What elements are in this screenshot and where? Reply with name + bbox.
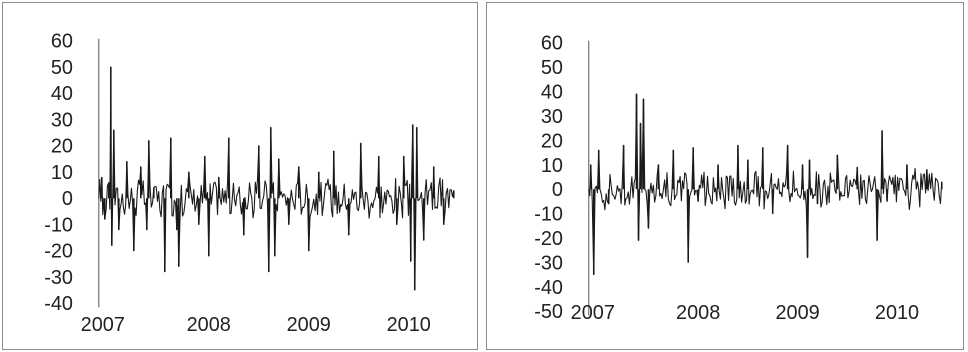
left-y-tick-label: 40 <box>51 83 73 105</box>
right-y-tick-label: 0 <box>552 179 563 201</box>
right-y-tick-label: 20 <box>541 130 563 152</box>
right-y-tick-label: 50 <box>541 57 563 79</box>
left-y-tick-label: -10 <box>44 214 73 236</box>
left-y-tick-label: -20 <box>44 241 73 263</box>
right-y-tick-label: 40 <box>541 82 563 104</box>
right-y-tick-label: 30 <box>541 106 563 128</box>
right-y-tick-label: 10 <box>541 155 563 177</box>
left-y-tick-label: 60 <box>51 31 73 53</box>
left-chart-panel: 60 50 40 30 20 10 0 -10 -20 -30 -40 2007 2008 2009 201… <box>2 2 478 350</box>
left-y-tick-label: 10 <box>51 162 73 184</box>
right-y-tick-label: -50 <box>534 301 563 323</box>
right-series-line <box>588 93 943 276</box>
right-y-tick-label: -30 <box>534 252 563 274</box>
left-y-tick-label: 30 <box>51 109 73 131</box>
right-chart-panel: 60 50 40 30 20 10 0 -10 -20 -30 -40 -50 2007 2008 2009… <box>486 2 964 350</box>
right-x-tick-label: 2008 <box>676 302 720 324</box>
right-x-tick-label: 2009 <box>775 302 819 324</box>
right-y-tick-label: -40 <box>534 277 563 299</box>
right-x-tick-label: 2010 <box>875 302 919 324</box>
left-x-tick-label: 2009 <box>287 314 331 336</box>
left-y-tick-label: -40 <box>44 293 73 315</box>
left-y-tick-label: -30 <box>44 267 73 289</box>
left-y-tick-label: 20 <box>51 136 73 158</box>
right-y-tick-label: 60 <box>541 33 563 55</box>
left-x-tick-label: 2007 <box>81 314 125 336</box>
left-x-tick-label: 2008 <box>187 314 231 336</box>
right-y-tick-label: -10 <box>534 204 563 226</box>
left-y-tick-label: 0 <box>62 188 73 210</box>
left-series-line <box>98 66 455 291</box>
right-x-tick-label: 2007 <box>571 302 615 324</box>
left-x-tick-label: 2010 <box>387 314 431 336</box>
right-y-tick-label: -20 <box>534 228 563 250</box>
left-y-tick-label: 50 <box>51 57 73 79</box>
